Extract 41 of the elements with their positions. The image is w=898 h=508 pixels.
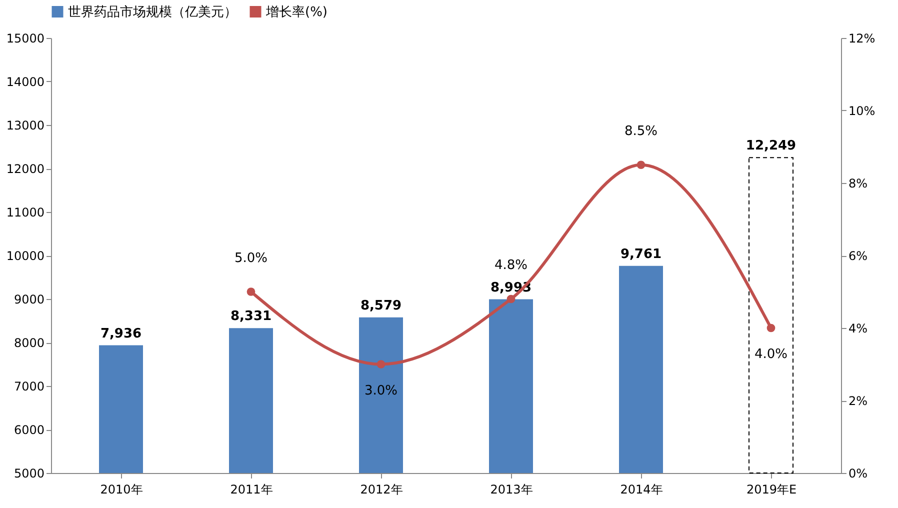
point (506, 294, 516, 304)
y-tick-label: 6000 (14, 423, 44, 437)
y-tick-label: 13000 (6, 118, 44, 132)
y2-tick-label: 0% (848, 466, 868, 480)
y-tick-label: 10000 (6, 249, 44, 263)
point (766, 324, 776, 332)
y-tick-label: 9000 (14, 292, 44, 306)
x-tick-label: 2013年 (490, 482, 533, 496)
data-label: 8.5% (624, 124, 658, 139)
x-tick-label: 2011年 (230, 482, 273, 496)
y-tick-label: 8000 (14, 336, 44, 350)
y-tick-label: 5000 (14, 466, 44, 480)
data-label: 8,579 (360, 298, 402, 314)
point (636, 160, 646, 170)
x-tick-label: 2019年E (746, 482, 797, 496)
data-label: 12,249 (746, 138, 796, 154)
y2-tick-label: 2% (848, 394, 868, 408)
x-tick-label: 2014年 (620, 482, 663, 496)
y2-tick-label: 10% (848, 104, 876, 118)
data-label: 4.8% (494, 258, 528, 273)
legend-label: 世界药品市场规模（亿美元） (68, 4, 237, 20)
legend-label: 增长率(%) (265, 4, 328, 20)
y-tick-label: 12000 (6, 162, 44, 176)
point (376, 360, 386, 368)
y2-tick-label: 8% (848, 176, 868, 190)
y-tick-label: 7000 (14, 380, 44, 394)
y2-tick-label: 4% (848, 322, 868, 336)
data-label: 9,761 (620, 246, 662, 262)
x-tick-label: 2010年 (100, 482, 143, 496)
point (246, 288, 256, 296)
data-label: 7,936 (100, 326, 142, 342)
y2-tick-label: 12% (848, 32, 876, 46)
y-tick-label: 11000 (6, 206, 44, 220)
data-label: 4.0% (754, 347, 788, 362)
y-tick-label: 15000 (6, 32, 44, 46)
data-label: 3.0% (364, 383, 398, 398)
data-label: 5.0% (234, 250, 268, 266)
y2-tick-label: 6% (848, 249, 868, 263)
x-tick-label: 2012年 (360, 482, 403, 496)
y-tick-label: 14000 (6, 75, 44, 89)
data-label: 8,331 (230, 309, 272, 324)
